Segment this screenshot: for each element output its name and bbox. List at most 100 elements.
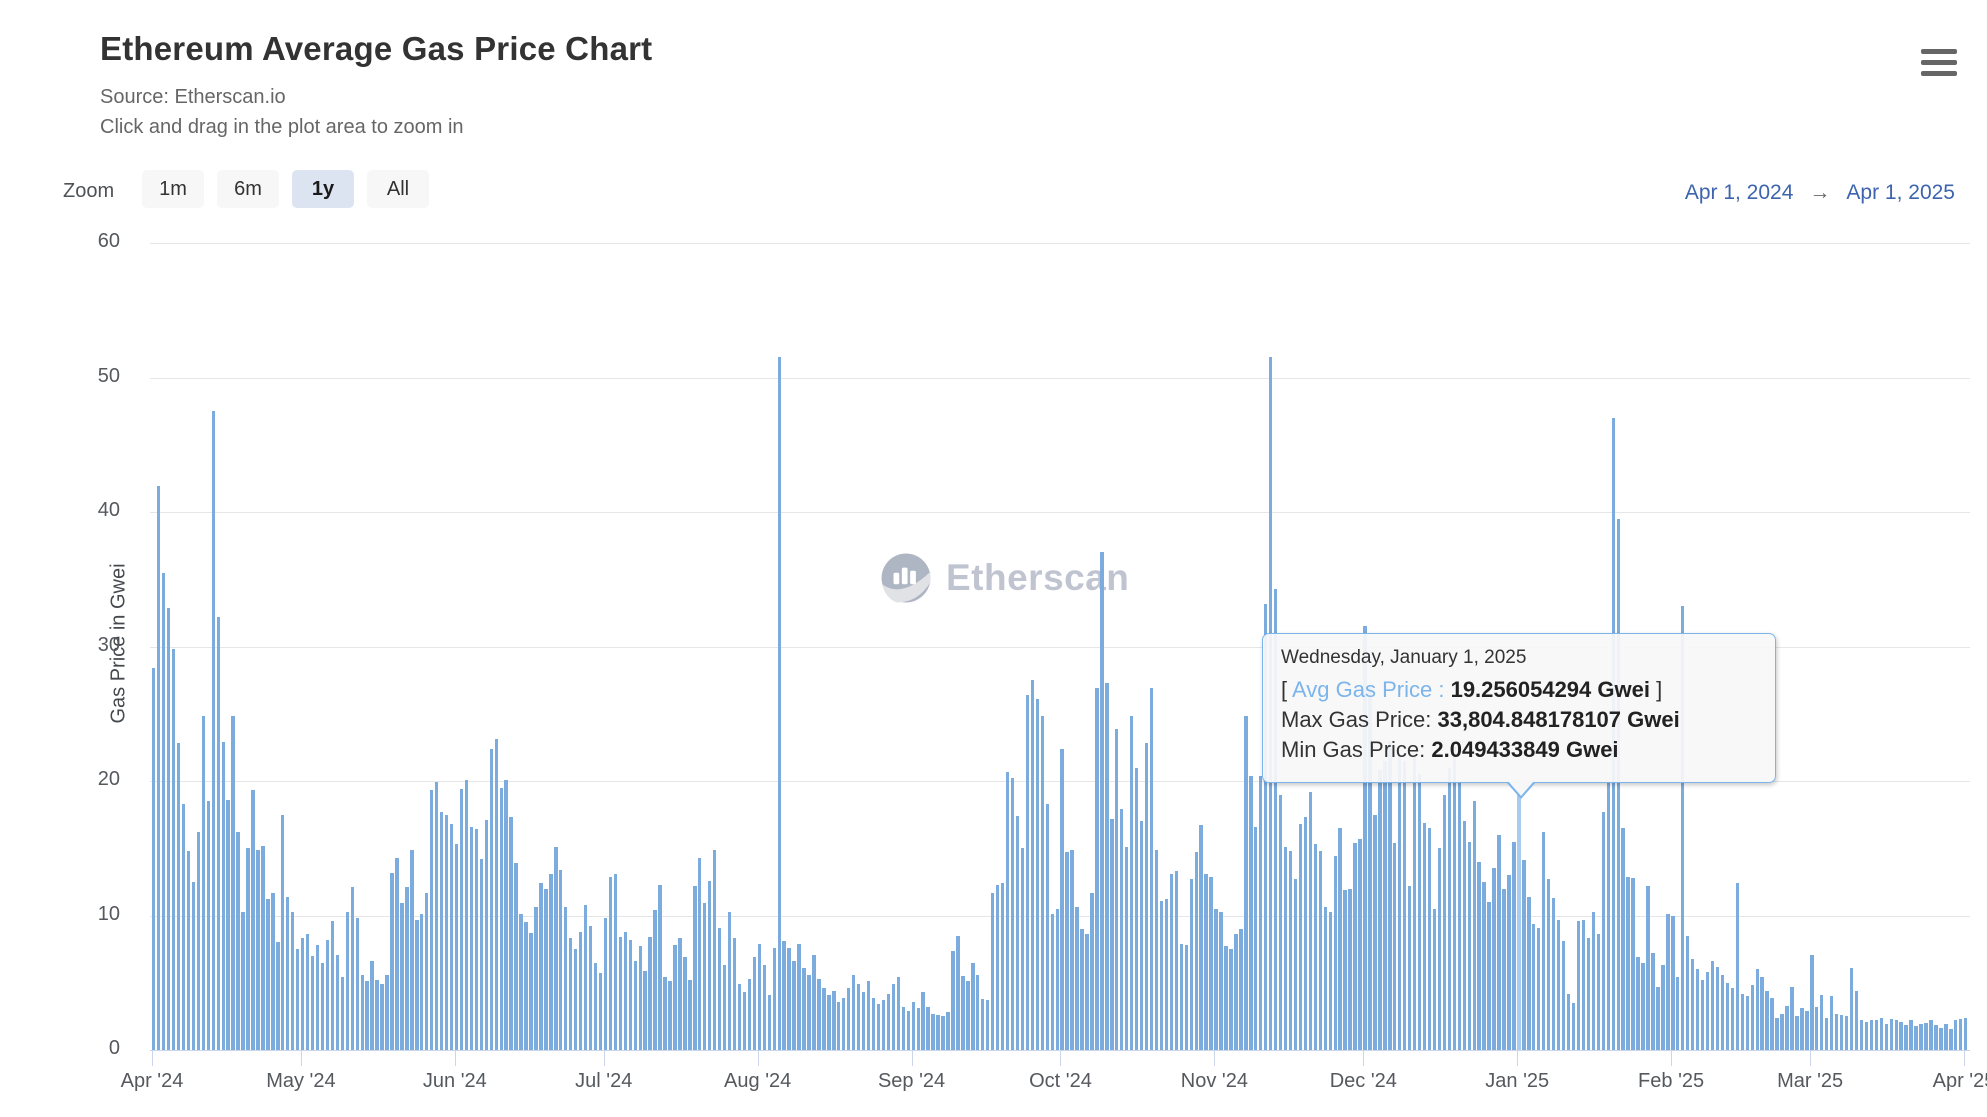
bar[interactable] <box>1244 716 1248 1050</box>
bar[interactable] <box>772 947 776 1050</box>
bar[interactable] <box>534 907 538 1050</box>
bar[interactable] <box>1075 907 1079 1050</box>
bar[interactable] <box>559 869 563 1050</box>
bar[interactable] <box>375 980 379 1050</box>
bar[interactable] <box>395 857 399 1050</box>
bar[interactable] <box>1139 821 1144 1050</box>
bar[interactable] <box>698 857 702 1050</box>
bar[interactable] <box>519 914 523 1050</box>
bar[interactable] <box>251 790 255 1050</box>
bar[interactable] <box>365 981 369 1050</box>
bar[interactable] <box>246 848 250 1051</box>
bar[interactable] <box>1283 846 1288 1050</box>
bar[interactable] <box>797 943 801 1050</box>
zoom-button-all[interactable]: All <box>367 170 429 208</box>
bar[interactable] <box>1825 1017 1829 1050</box>
bar[interactable] <box>1666 914 1670 1050</box>
bar[interactable] <box>1864 1021 1869 1050</box>
bar[interactable] <box>221 742 225 1050</box>
bar[interactable] <box>1403 760 1407 1050</box>
bar[interactable] <box>638 946 642 1050</box>
bar[interactable] <box>891 984 896 1050</box>
bar[interactable] <box>1412 756 1417 1050</box>
bar[interactable] <box>976 974 980 1050</box>
bar[interactable] <box>1959 1019 1963 1050</box>
zoom-button-6m[interactable]: 6m <box>217 170 279 208</box>
bar[interactable] <box>1264 603 1268 1050</box>
bar[interactable] <box>1249 775 1253 1050</box>
bar[interactable] <box>916 1008 920 1050</box>
bar[interactable] <box>1939 1027 1943 1050</box>
bar[interactable] <box>1373 814 1377 1050</box>
bar[interactable] <box>176 743 181 1050</box>
bar[interactable] <box>1671 915 1675 1050</box>
bar[interactable] <box>1745 996 1749 1050</box>
bar[interactable] <box>171 649 176 1050</box>
bar[interactable] <box>350 887 354 1050</box>
bar[interactable] <box>405 887 409 1050</box>
bar[interactable] <box>742 992 747 1050</box>
bar[interactable] <box>1328 911 1332 1050</box>
bar[interactable] <box>181 803 186 1050</box>
bar[interactable] <box>678 938 682 1050</box>
bar[interactable] <box>1368 686 1372 1050</box>
bar[interactable] <box>256 849 260 1050</box>
bar[interactable] <box>1189 879 1193 1050</box>
bar[interactable] <box>1815 1007 1819 1050</box>
bar[interactable] <box>1184 945 1188 1050</box>
bar[interactable] <box>201 716 206 1050</box>
bar[interactable] <box>1025 694 1030 1050</box>
bar[interactable] <box>732 938 737 1050</box>
bar[interactable] <box>479 859 484 1050</box>
bar[interactable] <box>1125 846 1129 1050</box>
bar[interactable] <box>261 845 265 1050</box>
bar[interactable] <box>1080 929 1084 1050</box>
bar[interactable] <box>191 881 196 1050</box>
bar[interactable] <box>1447 767 1452 1050</box>
bar[interactable] <box>926 1007 930 1050</box>
bar[interactable] <box>1472 801 1476 1050</box>
bar[interactable] <box>524 922 528 1050</box>
bar[interactable] <box>1904 1025 1908 1050</box>
bar[interactable] <box>688 980 692 1050</box>
bar[interactable] <box>325 939 330 1050</box>
bar[interactable] <box>1775 1017 1779 1050</box>
bar[interactable] <box>439 811 444 1050</box>
bar[interactable] <box>1750 985 1754 1050</box>
bar[interactable] <box>946 1012 950 1050</box>
bar[interactable] <box>211 411 215 1050</box>
bar[interactable] <box>832 990 836 1050</box>
bar[interactable] <box>1532 923 1536 1050</box>
bar[interactable] <box>464 779 469 1050</box>
bar[interactable] <box>1209 876 1213 1050</box>
bar[interactable] <box>1293 879 1298 1050</box>
bar[interactable] <box>1909 1020 1913 1050</box>
bar[interactable] <box>236 832 240 1050</box>
bar[interactable] <box>166 607 171 1050</box>
bar[interactable] <box>822 988 826 1050</box>
bar[interactable] <box>613 873 618 1050</box>
bar[interactable] <box>807 974 811 1050</box>
bar[interactable] <box>1000 883 1005 1050</box>
bar[interactable] <box>1254 826 1258 1050</box>
bar[interactable] <box>1398 754 1402 1050</box>
bar[interactable] <box>1388 740 1392 1050</box>
bar[interactable] <box>871 997 876 1050</box>
bar[interactable] <box>1318 850 1323 1050</box>
bar[interactable] <box>623 931 627 1050</box>
bar[interactable] <box>1661 965 1665 1050</box>
bar[interactable] <box>1060 748 1064 1050</box>
bar[interactable] <box>941 1016 945 1050</box>
bar[interactable] <box>966 981 970 1050</box>
bar[interactable] <box>1730 988 1735 1050</box>
bar[interactable] <box>1551 898 1556 1050</box>
bar[interactable] <box>1110 818 1114 1050</box>
bar[interactable] <box>1700 980 1705 1050</box>
bar[interactable] <box>981 998 985 1050</box>
bar[interactable] <box>509 817 513 1050</box>
bar[interactable] <box>1760 977 1764 1050</box>
bar[interactable] <box>1437 848 1442 1051</box>
bar[interactable] <box>1720 974 1725 1050</box>
bar[interactable] <box>727 911 732 1050</box>
bar[interactable] <box>757 943 762 1050</box>
